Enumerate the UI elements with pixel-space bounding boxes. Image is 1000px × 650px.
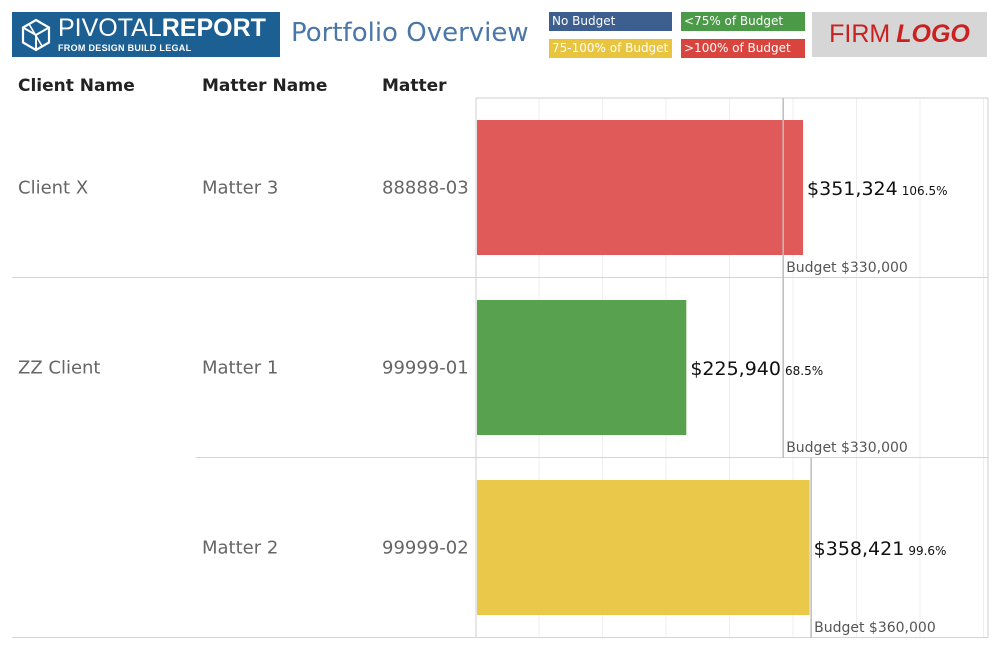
column-header-client-name[interactable]: Client Name [18,76,135,96]
cell-client-name[interactable]: Client X [18,177,89,199]
bar [477,120,804,255]
budget-label: Budget $330,000 [786,260,908,276]
color-legend: No Budget <75% of Budget 75-100% of Budg… [549,12,805,59]
brand-name-bold: REPORT [161,14,266,42]
bar-value: $358,421 [814,538,905,560]
column-header-matter-name[interactable]: Matter Name [202,76,328,96]
bar-percent: 99.6% [908,544,946,558]
brand-subtitle: FROM DESIGN BUILD LEGAL [58,43,192,53]
bar-value: $225,940 [690,358,781,380]
bar-percent: 106.5% [902,184,948,198]
cell-matter[interactable]: 99999-01 [382,357,469,379]
bar-value-label: $225,940 68.5% [690,358,823,380]
bar-value-label: $351,324 106.5% [807,178,947,200]
bar-value: $351,324 [807,178,898,200]
budget-label: Budget $330,000 [786,440,908,456]
cell-matter-name[interactable]: Matter 1 [202,357,279,379]
brand-name-light: PIVOTAL [58,14,162,42]
legend-over-100[interactable]: >100% of Budget [681,39,805,58]
bar [477,300,687,435]
legend-no-budget[interactable]: No Budget [549,12,672,31]
cell-matter[interactable]: 88888-03 [382,177,469,199]
cell-client-name[interactable]: ZZ Client [18,357,101,379]
legend-under-75[interactable]: <75% of Budget [681,12,805,31]
firm-logo-firm: FIRM [829,20,891,48]
cell-matter-name[interactable]: Matter 2 [202,537,279,559]
cell-matter-name[interactable]: Matter 3 [202,177,279,199]
firm-logo-logo: LOGO [896,20,970,48]
bar-value-label: $358,421 99.6% [814,538,947,560]
bar-percent: 68.5% [785,364,823,378]
brand-name: PIVOTALREPORT [58,16,266,41]
legend-75-100[interactable]: 75-100% of Budget [549,39,672,58]
firm-logo: FIRM LOGO [812,12,987,57]
column-header-matter[interactable]: Matter [382,76,447,96]
page-title: Portfolio Overview [291,18,529,48]
hexagon-cube-icon [21,18,51,51]
cell-matter[interactable]: 99999-02 [382,537,469,559]
budget-label: Budget $360,000 [814,620,936,636]
bar [477,480,810,615]
brand-logo: PIVOTALREPORT FROM DESIGN BUILD LEGAL [12,12,280,57]
